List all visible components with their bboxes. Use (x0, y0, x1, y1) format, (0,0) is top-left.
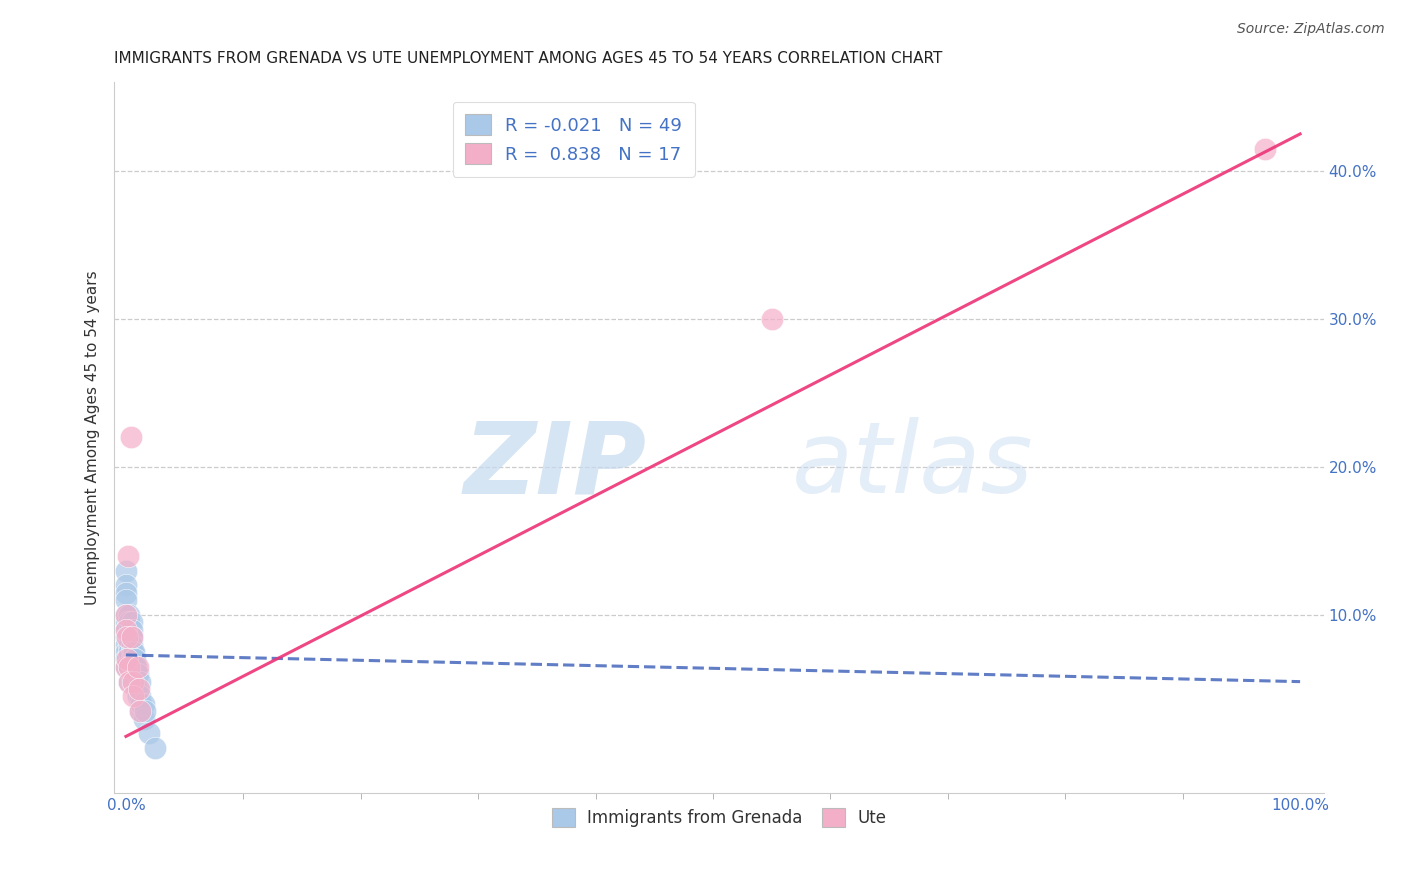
Point (121, 660, 143, 674)
Point (122, 667, 145, 681)
Text: atlas: atlas (792, 417, 1033, 515)
Point (761, 312, 783, 326)
Point (129, 704, 152, 718)
Point (115, 607, 138, 622)
Point (115, 660, 138, 674)
Point (129, 690, 152, 704)
Point (132, 712, 155, 726)
Point (127, 690, 149, 704)
Point (118, 645, 141, 659)
Point (122, 652, 145, 666)
Point (121, 630, 143, 644)
Point (134, 704, 156, 718)
Point (118, 660, 141, 674)
Point (115, 638, 138, 652)
Point (122, 645, 145, 659)
Point (143, 741, 166, 756)
Point (122, 674, 145, 689)
Point (121, 674, 143, 689)
Point (118, 615, 141, 630)
Point (115, 630, 138, 644)
Point (124, 674, 146, 689)
Text: Source: ZipAtlas.com: Source: ZipAtlas.com (1237, 22, 1385, 37)
Point (115, 586, 138, 600)
Point (115, 652, 138, 666)
Point (124, 660, 146, 674)
Point (118, 674, 141, 689)
Point (115, 578, 138, 592)
Point (124, 652, 146, 666)
Point (115, 630, 138, 644)
Point (129, 674, 152, 689)
Point (121, 615, 143, 630)
Point (118, 660, 141, 674)
Point (115, 623, 138, 637)
Point (121, 652, 143, 666)
Point (118, 638, 141, 652)
Point (127, 660, 149, 674)
Point (122, 645, 145, 659)
Text: IMMIGRANTS FROM GRENADA VS UTE UNEMPLOYMENT AMONG AGES 45 TO 54 YEARS CORRELATIO: IMMIGRANTS FROM GRENADA VS UTE UNEMPLOYM… (114, 51, 942, 66)
Point (115, 645, 138, 659)
Point (115, 623, 138, 637)
Point (115, 615, 138, 630)
Point (138, 726, 160, 740)
Point (127, 667, 149, 681)
Point (115, 607, 138, 622)
Text: ZIP: ZIP (464, 417, 647, 515)
Point (117, 549, 139, 563)
Point (128, 681, 150, 696)
Point (121, 667, 143, 681)
Point (121, 645, 143, 659)
Point (118, 630, 141, 644)
Point (125, 660, 148, 674)
Point (120, 430, 142, 444)
Point (122, 660, 145, 674)
Point (122, 690, 145, 704)
Point (125, 681, 148, 696)
Point (115, 564, 138, 578)
Point (115, 593, 138, 607)
Point (115, 660, 138, 674)
Point (129, 697, 152, 711)
Point (121, 630, 143, 644)
Point (115, 652, 138, 666)
Point (132, 697, 155, 711)
Point (118, 607, 141, 622)
Point (121, 623, 143, 637)
Legend: Immigrants from Grenada, Ute: Immigrants from Grenada, Ute (546, 802, 893, 834)
Y-axis label: Unemployment Among Ages 45 to 54 years: Unemployment Among Ages 45 to 54 years (86, 270, 100, 605)
Point (118, 674, 141, 689)
Point (121, 638, 143, 652)
Point (129, 704, 152, 718)
Point (1254, 142, 1277, 156)
